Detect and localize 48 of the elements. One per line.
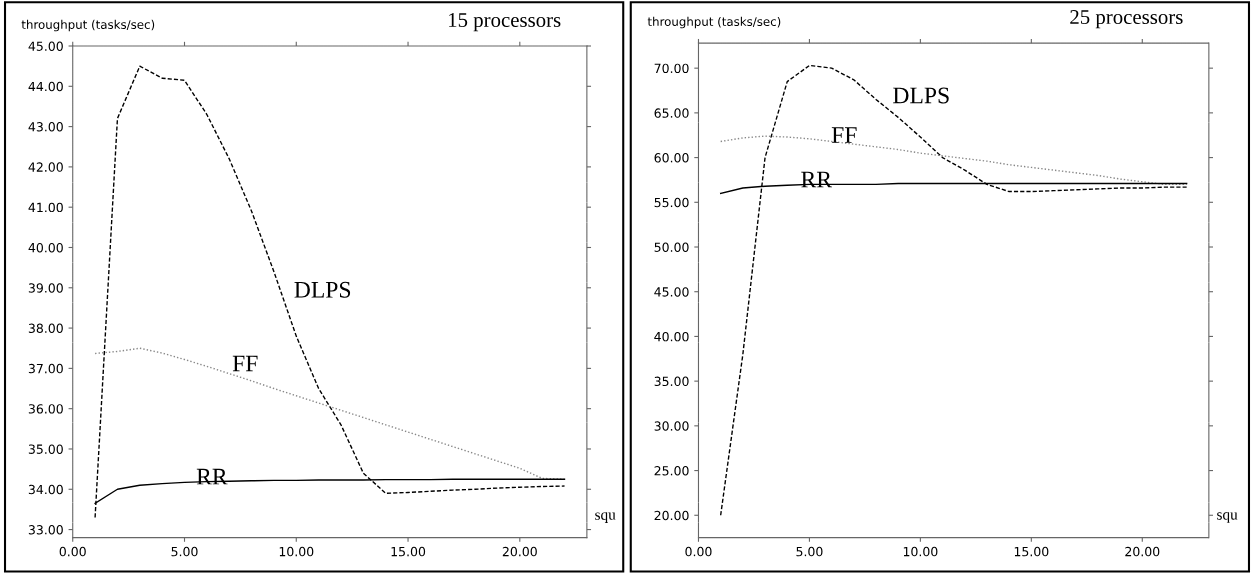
y-tick-label: 45.00 bbox=[654, 287, 689, 297]
y-axis-title: throughput (tasks/sec) bbox=[647, 16, 781, 29]
chart-title: 15 processors bbox=[449, 13, 561, 32]
line-series bbox=[94, 65, 566, 519]
y-tick-label: 44.00 bbox=[28, 81, 63, 92]
x-tick-label: 0.00 bbox=[685, 546, 712, 557]
y-tick-label: 33.00 bbox=[28, 525, 63, 535]
y-tick-label: 60.00 bbox=[654, 153, 689, 163]
series-label: DLPS bbox=[893, 87, 949, 104]
y-tick-label: 55.00 bbox=[654, 197, 689, 208]
y-tick-label: 36.00 bbox=[28, 404, 63, 414]
y-tick-label: 70.00 bbox=[654, 63, 689, 74]
x-axis-title: squ bbox=[1217, 512, 1238, 523]
series-label: FF bbox=[232, 355, 258, 372]
y-tick-label: 25.00 bbox=[654, 466, 689, 476]
x-tick-label: 0.00 bbox=[59, 546, 86, 557]
y-tick-label: 40.00 bbox=[28, 242, 63, 253]
y-tick-label: 45.00 bbox=[28, 41, 63, 51]
y-tick-label: 37.00 bbox=[28, 363, 63, 374]
x-tick-label: 5.00 bbox=[171, 546, 198, 557]
y-tick-label: 34.00 bbox=[28, 484, 63, 495]
x-tick-label: 15.00 bbox=[391, 546, 426, 557]
y-axis-title: throughput (tasks/sec) bbox=[21, 19, 155, 32]
y-tick-label: 65.00 bbox=[654, 108, 689, 118]
x-tick-label: 10.00 bbox=[903, 546, 938, 557]
y-tick-label: 30.00 bbox=[654, 421, 689, 431]
y-tick-label: 50.00 bbox=[654, 242, 689, 252]
line-series bbox=[719, 64, 1188, 516]
y-tick-label: 43.00 bbox=[28, 122, 63, 132]
x-axis-title: squ bbox=[595, 512, 616, 523]
x-tick-label: 5.00 bbox=[796, 546, 823, 557]
y-tick-label: 35.00 bbox=[654, 376, 689, 387]
series-label: RR bbox=[196, 468, 228, 485]
y-tick-label: 41.00 bbox=[28, 202, 63, 213]
y-tick-label: 42.00 bbox=[28, 162, 63, 172]
chart-title: 25 processors bbox=[1070, 10, 1183, 29]
series-label: DLPS bbox=[294, 281, 351, 298]
series-label: RR bbox=[801, 171, 833, 188]
y-tick-label: 38.00 bbox=[28, 323, 63, 334]
y-tick-label: 39.00 bbox=[28, 283, 63, 293]
x-tick-label: 20.00 bbox=[502, 546, 537, 557]
y-tick-label: 20.00 bbox=[654, 510, 689, 521]
x-tick-label: 20.00 bbox=[1125, 546, 1160, 557]
x-tick-label: 10.00 bbox=[279, 546, 314, 557]
y-tick-label: 35.00 bbox=[28, 444, 63, 454]
x-tick-label: 15.00 bbox=[1014, 546, 1049, 557]
series-label: FF bbox=[831, 127, 857, 143]
y-tick-label: 40.00 bbox=[654, 331, 689, 342]
